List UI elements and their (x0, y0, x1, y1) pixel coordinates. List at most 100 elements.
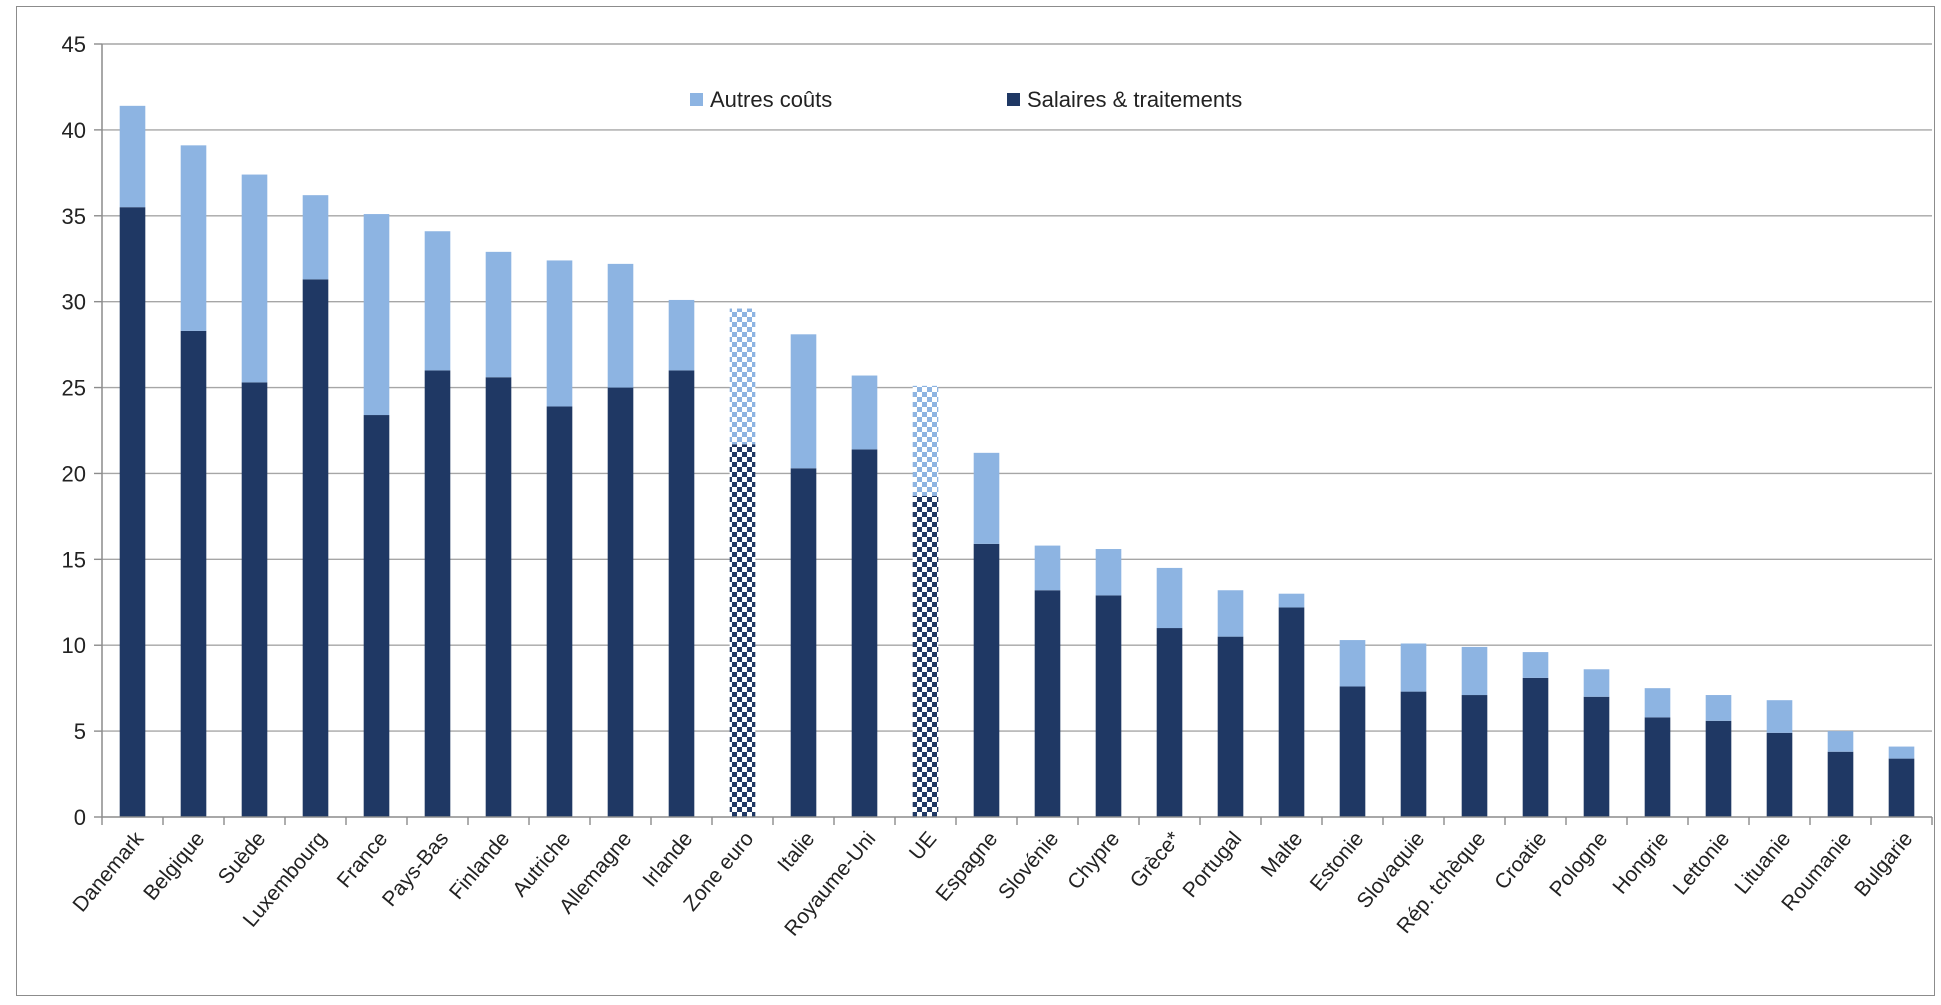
legend-label: Autres coûts (710, 87, 832, 112)
bar-autres-couts (119, 105, 146, 208)
bar-salaires (1095, 595, 1122, 817)
bar-autres-couts (1522, 652, 1549, 678)
bar-salaires (851, 449, 878, 817)
bar-autres-couts (1888, 746, 1915, 759)
bar-autres-couts (790, 334, 817, 469)
bar-autres-couts (1339, 640, 1366, 687)
x-tick-label: Slovénie (994, 827, 1063, 903)
y-tick-label: 20 (62, 461, 86, 486)
bar-autres-couts (973, 452, 1000, 544)
bar-autres-couts (180, 145, 207, 331)
bars (119, 105, 1915, 817)
bar-autres-couts (1278, 593, 1305, 608)
x-tick-label: Italie (773, 827, 819, 876)
x-tick-label: Espagne (931, 827, 1002, 905)
bar-salaires (729, 444, 756, 817)
bar-autres-couts (1583, 669, 1610, 697)
bar-autres-couts (241, 174, 268, 383)
bar-autres-couts (1400, 643, 1427, 692)
bar-salaires (485, 377, 512, 817)
bar-autres-couts (546, 260, 573, 407)
x-tick-label: France (333, 827, 393, 892)
bar-autres-couts (363, 214, 390, 416)
bar-salaires (119, 207, 146, 817)
x-tick-label: Bulgarie (1850, 827, 1917, 901)
legend: Autres coûts Salaires & traitements (690, 87, 1242, 112)
x-tick-label: Suède (214, 827, 271, 888)
legend-swatch (690, 93, 703, 106)
y-axis: 0 5 10 15 20 25 30 35 40 45 (62, 32, 103, 830)
x-tick-label: Belgique (139, 827, 209, 904)
bar-salaires (790, 468, 817, 817)
x-tick-label: Chypre (1063, 827, 1124, 894)
bar-salaires (1705, 720, 1732, 817)
bar-autres-couts (1034, 545, 1061, 591)
x-tick-label: Danemark (68, 827, 148, 916)
gridlines (102, 43, 1932, 732)
legend-swatch (1007, 93, 1020, 106)
x-tick-label: Hongrie (1608, 827, 1673, 898)
bar-autres-couts (607, 263, 634, 388)
x-tick-label: Lituanie (1730, 827, 1795, 898)
x-tick-label: Lettonie (1669, 827, 1735, 899)
x-tick-label: Pologne (1545, 827, 1612, 901)
bar-salaires (424, 370, 451, 817)
bar-autres-couts (1644, 688, 1671, 718)
x-tick-label: Irlande (638, 827, 697, 891)
bar-salaires (973, 543, 1000, 817)
y-tick-label: 30 (62, 290, 86, 315)
x-tick-label: Croatie (1490, 827, 1551, 894)
bar-autres-couts (424, 231, 451, 371)
bar-autres-couts (1827, 731, 1854, 752)
y-tick-label: 45 (62, 32, 86, 57)
y-tick-label: 5 (74, 719, 86, 744)
bar-autres-couts (668, 299, 695, 371)
bar-salaires (1827, 751, 1854, 817)
bar-salaires (1461, 695, 1488, 817)
chart-frame: 0 5 10 15 20 25 30 35 40 45 Danemark Belgique Suède… (16, 6, 1935, 996)
bar-salaires (241, 382, 268, 817)
bar-autres-couts (1095, 549, 1122, 596)
x-tick-label: Finlande (445, 827, 514, 903)
bar-salaires (1339, 686, 1366, 817)
y-tick-label: 25 (62, 376, 86, 401)
bar-autres-couts (1705, 695, 1732, 721)
y-tick-label: 35 (62, 204, 86, 229)
bar-salaires (668, 370, 695, 817)
bar-salaires (302, 279, 329, 817)
y-tick-label: 40 (62, 118, 86, 143)
bar-salaires (363, 415, 390, 817)
bar-salaires (1156, 628, 1183, 817)
bar-autres-couts (729, 308, 756, 445)
legend-label: Salaires & traitements (1027, 87, 1242, 112)
bar-autres-couts (1461, 646, 1488, 696)
y-tick-label: 10 (62, 633, 86, 658)
bar-salaires (607, 387, 634, 817)
bar-salaires (1583, 696, 1610, 817)
x-tick-label: UE (905, 827, 941, 864)
y-tick-label: 15 (62, 547, 86, 572)
bar-autres-couts (485, 251, 512, 378)
bar-salaires (1278, 607, 1305, 817)
bar-autres-couts (302, 195, 329, 280)
bar-autres-couts (1156, 567, 1183, 629)
bar-salaires (546, 406, 573, 817)
x-tick-label: Estonie (1306, 827, 1369, 895)
bar-salaires (1644, 717, 1671, 817)
bar-autres-couts (1766, 700, 1793, 733)
x-tick-label: Portugal (1178, 827, 1246, 902)
bar-autres-couts (1217, 590, 1244, 637)
bar-salaires (912, 495, 939, 817)
bar-salaires (1888, 758, 1915, 817)
bar-salaires (1034, 590, 1061, 817)
bar-salaires (1766, 732, 1793, 817)
bar-autres-couts (851, 375, 878, 450)
x-tick-label: Malte (1257, 827, 1308, 881)
bar-salaires (1217, 636, 1244, 817)
bar-salaires (1522, 677, 1549, 817)
bar-salaires (1400, 691, 1427, 817)
y-tick-label: 0 (74, 805, 86, 830)
bar-salaires (180, 330, 207, 817)
bar-autres-couts (912, 385, 939, 496)
